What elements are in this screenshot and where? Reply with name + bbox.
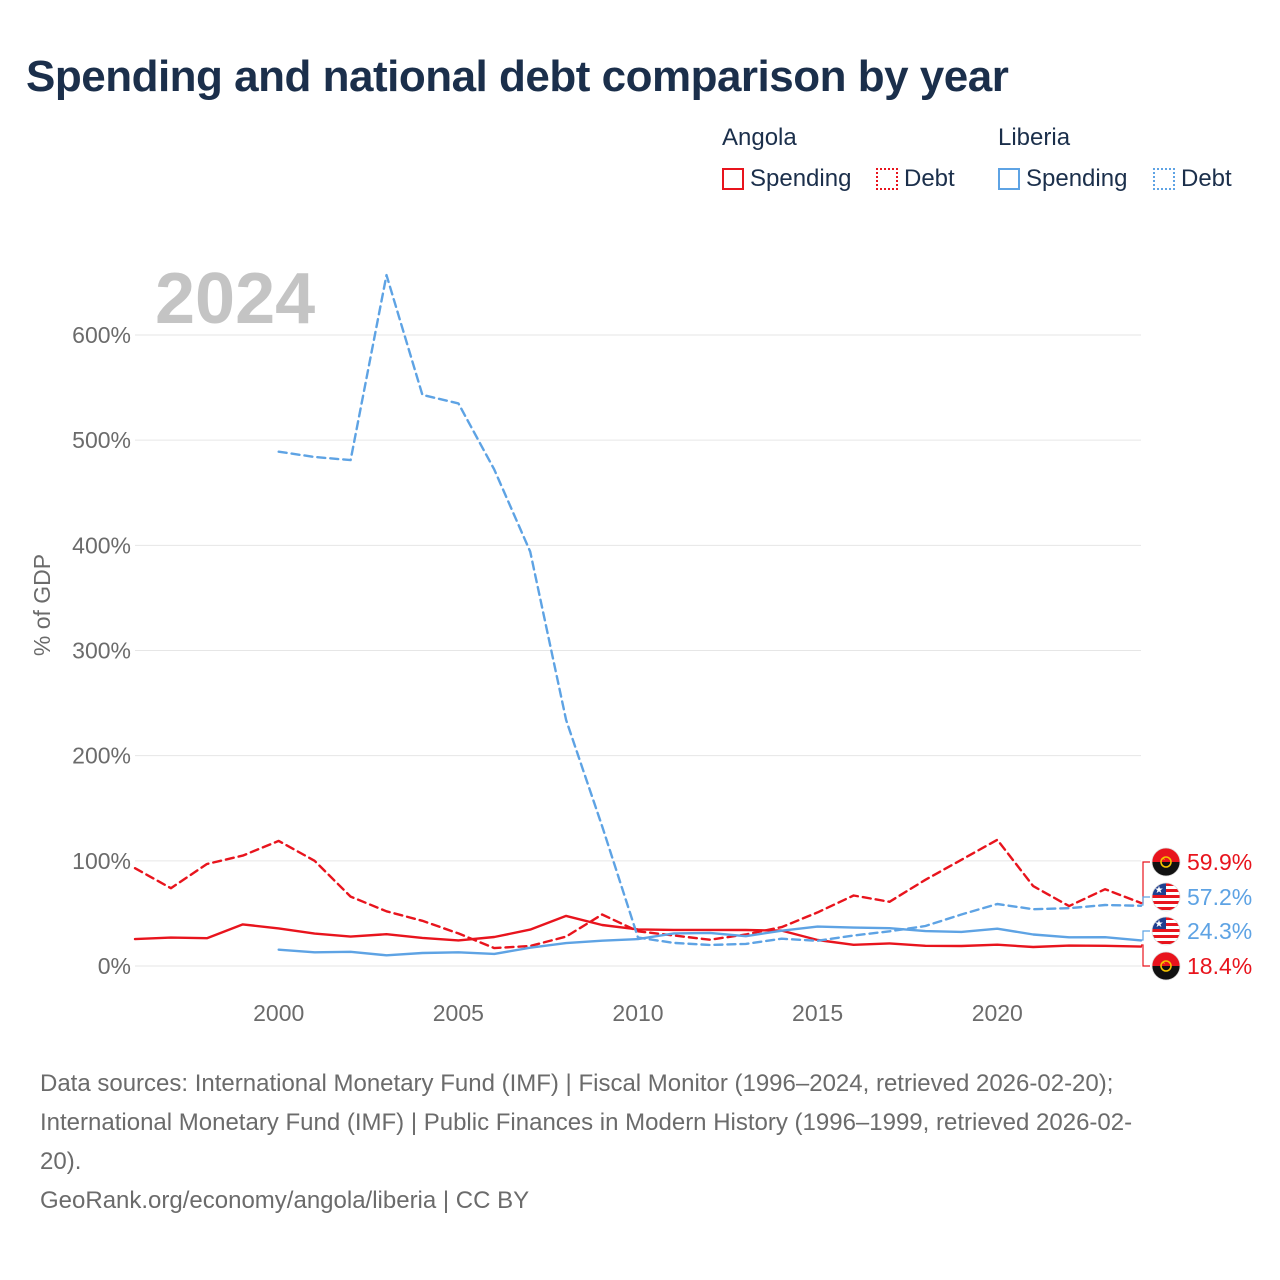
series-layer [135,275,1141,955]
series-line-liberia-debt [279,275,1141,945]
liberia-flag-icon: ★ [1152,917,1180,945]
footer-sources-line-3: 20). [40,1148,81,1176]
svg-text:★: ★ [1155,885,1164,896]
y-tick-label: 400% [72,532,131,558]
connector-liberia-spending [1141,931,1150,940]
angola-flag-icon [1152,848,1180,876]
connector-angola-spending [1141,945,1150,966]
x-tick-label: 2000 [253,1000,304,1026]
y-tick-label: 300% [72,638,131,664]
x-tick-label: 2005 [433,1000,484,1026]
footer-credit-link[interactable]: GeoRank.org/economy/angola/liberia | CC … [40,1187,529,1215]
series-line-angola-debt [135,840,1141,948]
end-label-liberia-spending: 24.3% [1187,918,1252,944]
y-tick-label: 600% [72,322,131,348]
y-tick-label: 200% [72,743,131,769]
end-label-angola-spending: 18.4% [1187,953,1252,979]
liberia-flag-icon: ★ [1152,883,1180,911]
grid-layer [135,335,1141,966]
angola-flag-icon [1152,952,1180,980]
x-tick-label: 2015 [792,1000,843,1026]
chart: 2024 0% 100% 200% 300% 400% 500% 600% 2000 2005… [0,0,1280,1050]
end-label-liberia-debt: 57.2% [1187,884,1252,910]
x-tick-label: 2010 [612,1000,663,1026]
end-label-angola-debt: 59.9% [1187,849,1252,875]
footer-sources-line-1: Data sources: International Monetary Fun… [40,1070,1113,1098]
y-tick-label: 0% [98,953,131,979]
y-axis: 0% 100% 200% 300% 400% 500% 600% [72,322,131,979]
svg-text:★: ★ [1155,919,1164,930]
footer-sources-line-2: International Monetary Fund (IMF) | Publ… [40,1109,1132,1137]
x-axis: 2000 2005 2010 2015 2020 [253,1000,1023,1026]
end-connectors [1141,862,1150,966]
x-tick-label: 2020 [972,1000,1023,1026]
year-watermark: 2024 [155,259,315,339]
connector-liberia-debt [1141,897,1150,905]
y-axis-label: % of GDP [29,554,55,656]
y-tick-label: 500% [72,427,131,453]
y-tick-label: 100% [72,848,131,874]
